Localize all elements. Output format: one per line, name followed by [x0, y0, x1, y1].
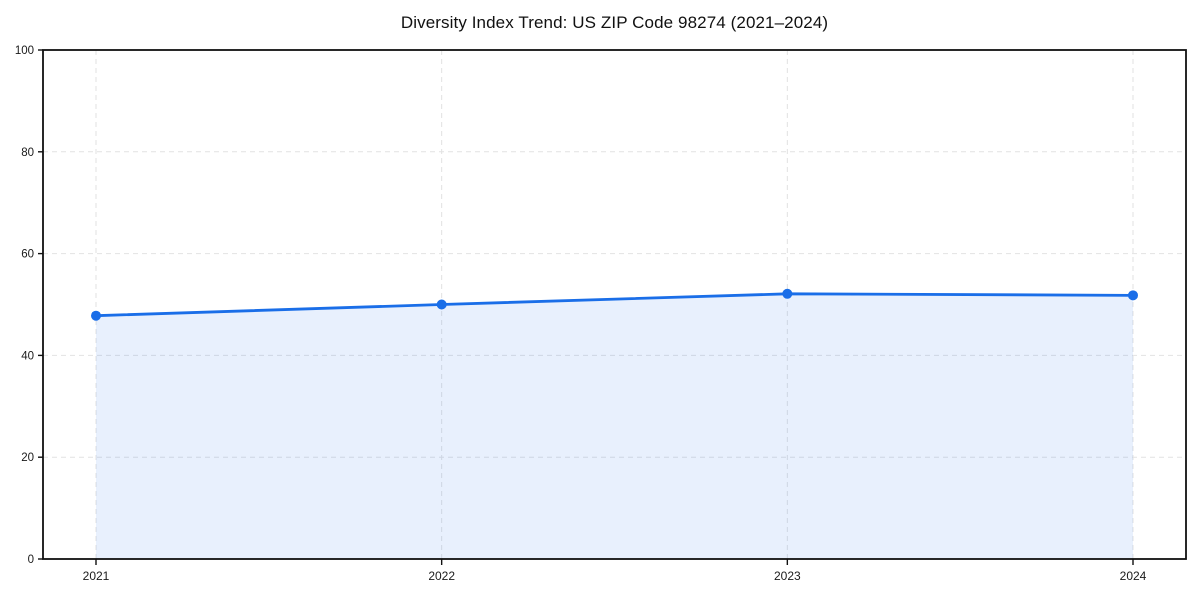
- x-tick-label: 2023: [774, 569, 801, 583]
- y-tick-label: 100: [15, 45, 34, 57]
- y-tick-label: 80: [21, 147, 34, 159]
- data-point-marker: [1128, 290, 1138, 301]
- y-tick-label: 40: [21, 350, 34, 362]
- chart-title: Diversity Index Trend: US ZIP Code 98274…: [400, 13, 829, 32]
- y-tick-label: 20: [21, 452, 34, 464]
- y-tick-label: 60: [21, 249, 34, 261]
- plot-border: [42, 49, 1187, 560]
- trend-line: [94, 292, 1135, 318]
- x-tick-label: 2022: [428, 569, 455, 583]
- x-tick-label: 2024: [1120, 569, 1147, 583]
- data-point-marker: [91, 310, 101, 321]
- data-point-marker: [436, 299, 447, 310]
- area-fill: [96, 293, 1133, 559]
- x-tick-label: 2021: [83, 569, 110, 583]
- data-point-marker: [782, 288, 793, 299]
- y-tick-label: 0: [28, 554, 34, 566]
